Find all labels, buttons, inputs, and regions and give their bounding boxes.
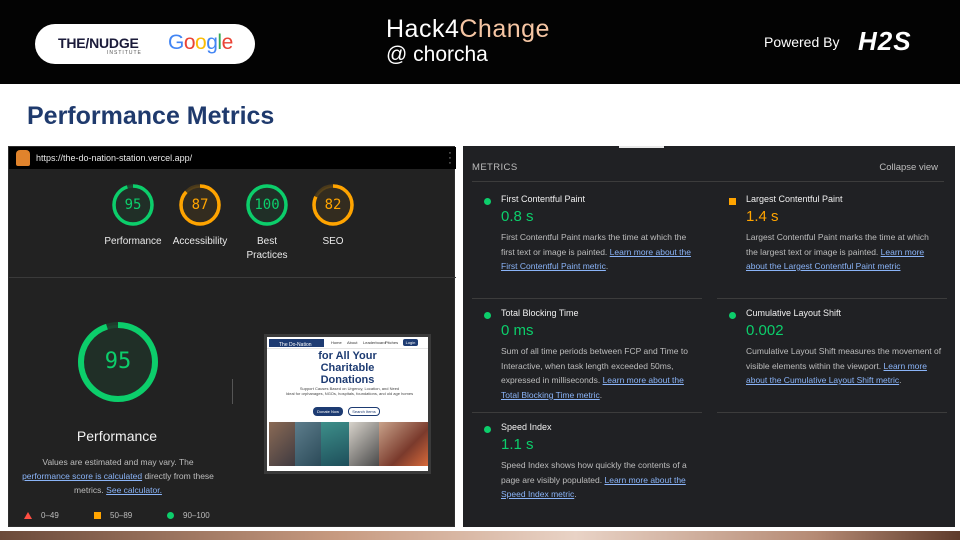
header-banner: THE/NUDGE INSTITUTE Google Hack4Change @…: [0, 0, 960, 84]
thumb-search-button: Search Items: [348, 407, 380, 416]
metric-divider: [472, 298, 702, 299]
circle-icon: [167, 512, 174, 520]
gauge-best-practices[interactable]: 100: [245, 183, 289, 227]
thumb-navbar: The Do-Nation Station Home About Leaderb…: [267, 337, 428, 356]
thumb-subtext: Support Causes Based on Urgency, Locatio…: [285, 386, 414, 396]
pass-circle-icon: [484, 198, 491, 205]
h2s-logo: H2S: [858, 26, 912, 56]
divider: [9, 277, 456, 278]
partner-logos: [35, 24, 255, 64]
thumb-menu-about: About: [347, 340, 358, 345]
thumb-logo: The Do-Nation Station: [269, 339, 324, 356]
metric-value: 0.002: [746, 322, 784, 339]
learn-more-link[interactable]: Learn more about the Largest Contentful …: [746, 246, 925, 272]
gauge-label: Performance: [104, 236, 162, 247]
lighthouse-icon: [16, 150, 30, 166]
pass-circle-icon: [484, 426, 491, 433]
more-options-icon[interactable]: · · ·: [448, 147, 452, 169]
event-logo-sub: @ chorcha: [386, 43, 488, 66]
learn-more-link[interactable]: Learn more about the Speed Index metric: [501, 474, 686, 500]
thumb-photo-4: [349, 422, 379, 466]
legend-fail: 0–49: [24, 511, 59, 520]
metric-divider: [472, 412, 702, 413]
performance-big-gauge: 95: [77, 321, 159, 403]
learn-more-link[interactable]: Learn more about the Cumulative Layout S…: [746, 360, 927, 386]
page-url[interactable]: https://the-do-nation-station.vercel.app…: [36, 153, 193, 163]
gauge-score: 100: [254, 197, 280, 213]
thumb-photo-1: [269, 422, 295, 466]
url-bar: https://the-do-nation-station.vercel.app…: [9, 147, 456, 169]
metric-value: 1.1 s: [501, 436, 534, 453]
performance-big-score: 95: [104, 349, 132, 374]
metric-description: Sum of all time periods between FCP and …: [501, 346, 688, 400]
gauge-accessibility[interactable]: 87: [178, 183, 222, 227]
page-screenshot-thumbnail: The Do-Nation Station Home About Leaderb…: [264, 334, 431, 474]
gauge-score: 87: [191, 197, 209, 213]
nudge-logo-sub: INSTITUTE: [107, 50, 142, 56]
lighthouse-summary-panel: https://the-do-nation-station.vercel.app…: [8, 146, 456, 527]
metric-description: First Contentful Paint marks the time at…: [501, 232, 691, 272]
google-logo: Google: [168, 31, 233, 54]
square-icon: [94, 512, 101, 520]
gauge-score: 82: [324, 197, 342, 213]
metrics-header: METRICS: [472, 162, 518, 173]
gauge-seo[interactable]: 82: [311, 183, 355, 227]
gauge-performance[interactable]: 95: [111, 183, 155, 227]
metric-value: 1.4 s: [746, 208, 779, 225]
gauge-label: Accessibility: [172, 236, 228, 247]
calculator-link[interactable]: See calculator.: [106, 485, 162, 495]
triangle-icon: [24, 512, 32, 520]
gauge-label: SEO: [322, 236, 344, 247]
metric-divider: [717, 298, 947, 299]
pass-circle-icon: [484, 312, 491, 319]
metric-value: 0.8 s: [501, 208, 534, 225]
learn-more-link[interactable]: Learn more about the First Contentful Pa…: [501, 246, 691, 272]
metric-title: Largest Contentful Paint: [746, 194, 843, 204]
event-logo: Hack4Change: [386, 15, 550, 43]
thumb-menu-pitches: Pitches: [385, 340, 399, 345]
legend-average: 50–89: [94, 511, 132, 520]
metric-description: Cumulative Layout Shift measures the mov…: [746, 346, 942, 386]
metric-description: Largest Contentful Paint marks the time …: [746, 232, 929, 272]
thumb-photo-5: [379, 422, 428, 466]
thumb-heading: for All Your Charitable Donations: [318, 350, 377, 386]
thumb-menu-home: Home: [331, 340, 342, 345]
legend-pass: 90–100: [167, 511, 210, 520]
metrics-panel: METRICS Collapse view First Contentful P…: [463, 146, 955, 527]
metric-value: 0 ms: [501, 322, 534, 339]
collapse-view-button[interactable]: Collapse view: [879, 162, 938, 173]
metric-title: Total Blocking Time: [501, 308, 579, 318]
thumb-donate-button: Donate Now: [313, 407, 343, 416]
average-square-icon: [729, 198, 736, 205]
metric-title: Speed Index: [501, 422, 552, 432]
thumb-menu-leaderboard: Leaderboard: [363, 340, 386, 345]
metric-divider: [717, 412, 947, 413]
nudge-logo: THE/NUDGE: [58, 35, 139, 51]
metric-description: Speed Index shows how quickly the conten…: [501, 460, 687, 500]
footer-stripe: [0, 531, 960, 540]
tab-indicator: [619, 146, 664, 148]
thumb-photo-2: [295, 422, 321, 466]
thumb-login-button: Login: [403, 339, 418, 346]
performance-score-link[interactable]: performance score is calculated: [22, 471, 143, 481]
score-note: Values are estimated and may vary. The p…: [22, 457, 214, 495]
slide-title: Performance Metrics: [27, 102, 275, 130]
learn-more-link[interactable]: Learn more about the Total Blocking Time…: [501, 375, 684, 400]
metric-title: First Contentful Paint: [501, 194, 586, 204]
gauge-score: 95: [124, 197, 142, 213]
gauge-label: Best Practices: [246, 236, 288, 261]
metrics-divider: [472, 181, 944, 182]
pass-circle-icon: [729, 312, 736, 319]
performance-big-label: Performance: [76, 428, 158, 444]
thumb-photo-3: [321, 422, 349, 466]
metric-title: Cumulative Layout Shift: [746, 308, 842, 318]
powered-by-label: Powered By: [764, 34, 840, 50]
vertical-divider: [232, 379, 233, 404]
